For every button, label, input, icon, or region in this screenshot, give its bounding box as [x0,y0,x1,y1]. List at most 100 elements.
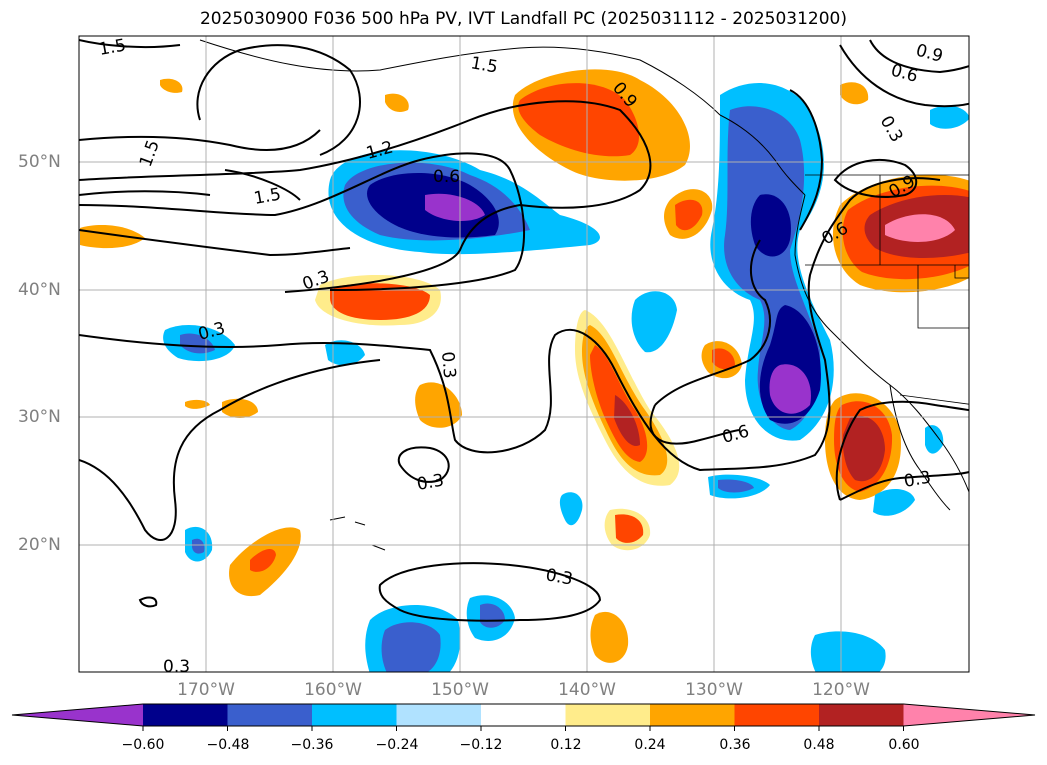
political-borders [805,174,969,405]
colorbar-extend-min [12,704,143,726]
pos-blob-small [80,225,145,249]
pv-contour [654,239,771,406]
colorbar-segment [396,704,482,726]
colorbar-segment [734,704,820,726]
colorbar-extend-max [903,704,1035,726]
colorbar-tick-label: −0.48 [206,737,250,753]
pos-blob-small [675,199,703,231]
pv-contour [79,152,525,291]
pv-contour [649,404,741,445]
lon-label: 140°W [558,680,616,700]
contour-label: 0.3 [902,468,932,492]
lon-label: 120°W [812,680,870,700]
pv-contour [839,44,969,108]
neg-blob-west-coast [769,364,811,414]
pv-contour [789,89,824,231]
pos-blob-central [614,395,640,446]
neg-blob-small [559,492,583,526]
pos-blob-small [185,399,210,409]
lon-label: 130°W [685,680,743,700]
lat-label: 50°N [18,152,61,172]
map-frame [78,35,970,673]
pv-contour [138,596,158,608]
lon-label: 150°W [431,680,489,700]
gridlines [79,36,969,672]
colorbar-tick-label: −0.36 [290,737,334,753]
pos-blob-pnw [885,214,955,242]
pv-contour [833,159,918,198]
lon-label: 170°W [177,680,235,700]
pv-contour [79,190,211,196]
pos-blob-small [840,82,869,105]
colorbar-segment [650,704,735,726]
pv-contour [79,177,941,472]
pv-contour [835,400,969,501]
neg-blob-small [718,479,754,493]
neg-blob-small [381,622,441,672]
pos-blob-small [712,348,735,370]
map-title: 2025030900 F036 500 hPa PV, IVT Landfall… [199,9,847,29]
pos-blob-small [615,514,644,543]
colorbar [11,703,1036,731]
contour-label: 0.3 [544,565,574,589]
state-borders [805,175,969,329]
contour-label: 0.6 [720,422,751,448]
lat-label: 40°N [18,280,61,300]
colorbar-tick-label: 0.12 [550,737,582,753]
baja-coast [889,384,951,511]
pos-blob-small [385,93,409,113]
colorbar-tick-label: 0.48 [803,737,835,753]
contour-label: 0.3 [437,351,459,380]
contour-label: 0.6 [889,61,920,87]
colorbar-segment [819,704,904,726]
contour-label: 0.3 [415,471,445,495]
alaska-coast [199,39,721,116]
pv-contour [79,359,381,541]
plot-area: 1.5 1.5 1.5 1.5 1.2 0.6 0.9 0.9 0.6 0.3 … [79,36,969,677]
us-mexico-border [899,394,969,405]
us-west-coast [794,194,941,441]
neg-blob-small [810,631,886,672]
colorbar-tick-label: 0.36 [719,737,751,753]
pos-blob-small [250,548,276,572]
colorbar-tick-label: −0.24 [375,737,419,753]
lon-label: 160°W [304,680,362,700]
colorbar-segment [143,704,228,726]
neg-blob-north-pacific [425,193,485,222]
contour-label: 1.5 [136,137,164,169]
neg-blob-west-coast [750,194,791,257]
contour-label: 0.3 [163,657,190,677]
pos-blob-small [415,382,462,428]
colorbar-segment [312,704,397,726]
pos-blob-small [590,611,629,663]
neg-blob-small [873,488,915,516]
contour-label: 0.3 [876,113,907,146]
neg-blob-small [925,425,944,454]
pv-contour [224,169,301,201]
pos-blob-small [222,398,258,418]
colorbar-tick-label: 0.24 [634,737,666,753]
pv-contour [378,562,602,622]
pv-contour [869,39,969,74]
neg-blob-small [325,340,365,366]
contour-label: 1.5 [252,185,282,209]
contour-label: 0.6 [433,167,460,187]
pv-contour [397,446,450,483]
pv-contours [79,39,969,622]
lat-label: 20°N [18,535,61,555]
lat-label: 30°N [18,407,61,427]
neg-blob-small [192,538,205,554]
anomaly-fields [80,69,969,672]
contour-label: 1.5 [469,53,499,77]
pos-blob-40n [330,283,430,320]
colorbar-segment [227,704,313,726]
pv-contour [79,100,652,293]
pv-contour [196,44,361,156]
coastlines [199,39,969,551]
contour-label: 1.5 [97,36,127,60]
colorbar-segment [481,704,566,726]
pv-contour [839,470,969,501]
contour-label: 0.9 [914,41,945,67]
neg-blob-small [631,291,677,353]
